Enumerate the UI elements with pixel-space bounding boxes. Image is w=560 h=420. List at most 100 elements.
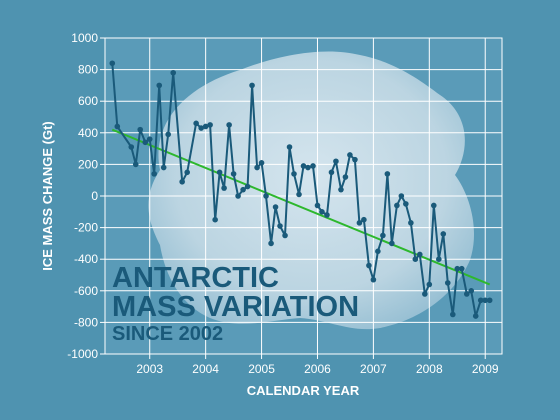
- data-point: [324, 212, 330, 218]
- data-point: [286, 144, 293, 150]
- data-point: [398, 193, 405, 199]
- data-point: [263, 193, 269, 199]
- data-point: [114, 123, 121, 130]
- data-point: [221, 185, 227, 191]
- data-point: [170, 69, 177, 76]
- y-axis-ticks: 1000 800 600 400 200 0 -200 -400 -600 -800 -1000: [67, 31, 105, 361]
- data-point: [282, 232, 288, 239]
- data-point: [235, 193, 241, 199]
- data-point: [380, 232, 386, 239]
- data-point: [244, 183, 251, 190]
- data-point: [240, 186, 246, 193]
- x-tick-label: 2009: [472, 362, 499, 376]
- y-tick-label: -800: [74, 315, 98, 329]
- data-point: [454, 265, 461, 272]
- data-point: [352, 156, 358, 163]
- data-point: [394, 202, 400, 209]
- trend-line: [111, 128, 491, 286]
- x-tick-label: 2007: [360, 362, 387, 376]
- data-point: [486, 297, 493, 304]
- y-tick-label: 200: [78, 157, 98, 171]
- x-tick-label: 2005: [248, 362, 275, 376]
- title-line-1: ANTARCTIC: [112, 262, 279, 294]
- y-tick-label: -400: [74, 252, 98, 266]
- y-tick-label: -1000: [67, 347, 98, 361]
- chart-title: ANTARCTIC MASS VARIATION SINCE 2002: [112, 262, 359, 345]
- data-point: [472, 313, 479, 319]
- data-point: [389, 240, 395, 247]
- data-point: [151, 171, 158, 177]
- data-point: [179, 178, 185, 185]
- data-point: [370, 276, 377, 283]
- data-point: [268, 240, 274, 247]
- data-point: [319, 209, 325, 215]
- data-point: [137, 126, 144, 133]
- data-point: [361, 216, 367, 223]
- data-point: [347, 152, 353, 158]
- x-axis-label: CALENDAR YEAR: [247, 383, 360, 398]
- y-tick-label: 800: [78, 63, 98, 77]
- data-point: [146, 136, 153, 142]
- y-tick-label: 1000: [71, 31, 98, 45]
- data-point: [366, 262, 372, 269]
- data-point: [440, 231, 447, 237]
- trend-line-group: [111, 128, 491, 286]
- data-point: [202, 123, 209, 130]
- data-point: [212, 216, 218, 223]
- data-point: [458, 265, 465, 272]
- x-tick-label: 2008: [416, 362, 443, 376]
- data-point: [277, 223, 283, 229]
- data-point: [384, 171, 391, 177]
- data-point: [109, 60, 116, 67]
- data-point: [412, 256, 419, 263]
- data-point: [184, 169, 190, 176]
- data-point: [482, 297, 489, 304]
- data-point: [296, 191, 302, 198]
- data-point: [430, 202, 437, 209]
- data-point: [142, 139, 149, 146]
- y-tick-label: 400: [78, 126, 98, 140]
- data-point: [436, 256, 442, 263]
- title-line-3: SINCE 2002: [112, 323, 223, 345]
- data-point: [160, 164, 167, 171]
- data-point: [310, 163, 316, 169]
- data-point: [272, 204, 279, 210]
- data-point: [128, 144, 135, 150]
- y-tick-label: 0: [91, 189, 98, 203]
- data-point: [356, 220, 363, 226]
- data-point: [422, 291, 428, 297]
- data-point: [254, 164, 260, 171]
- data-point: [207, 122, 213, 128]
- data-point: [426, 281, 433, 288]
- data-point: [193, 120, 199, 127]
- data-point: [338, 186, 344, 193]
- title-line-2: MASS VARIATION: [112, 291, 359, 323]
- data-point: [403, 201, 409, 207]
- data-point: [156, 82, 163, 89]
- x-tick-label: 2004: [192, 362, 219, 376]
- data-point: [216, 169, 223, 176]
- x-tick-label: 2003: [136, 362, 163, 376]
- data-point: [328, 169, 335, 176]
- series-group: [109, 60, 493, 319]
- data-point: [468, 288, 475, 294]
- data-point: [449, 311, 456, 318]
- data-point: [408, 220, 414, 226]
- data-point: [226, 122, 232, 128]
- y-tick-label: -600: [74, 284, 98, 298]
- data-point: [444, 280, 451, 286]
- data-point: [417, 251, 423, 258]
- y-tick-label: 600: [78, 94, 98, 108]
- data-point: [375, 248, 381, 255]
- data-point: [463, 291, 470, 297]
- antarctica-ice-image: [148, 51, 475, 330]
- data-point: [249, 82, 255, 89]
- data-point: [230, 171, 237, 177]
- data-point: [291, 171, 297, 177]
- data-point: [314, 202, 321, 209]
- data-point: [342, 174, 349, 180]
- data-point: [305, 164, 311, 171]
- y-axis-label: ICE MASS CHANGE (Gt): [40, 121, 55, 271]
- y-tick-label: -200: [74, 221, 98, 235]
